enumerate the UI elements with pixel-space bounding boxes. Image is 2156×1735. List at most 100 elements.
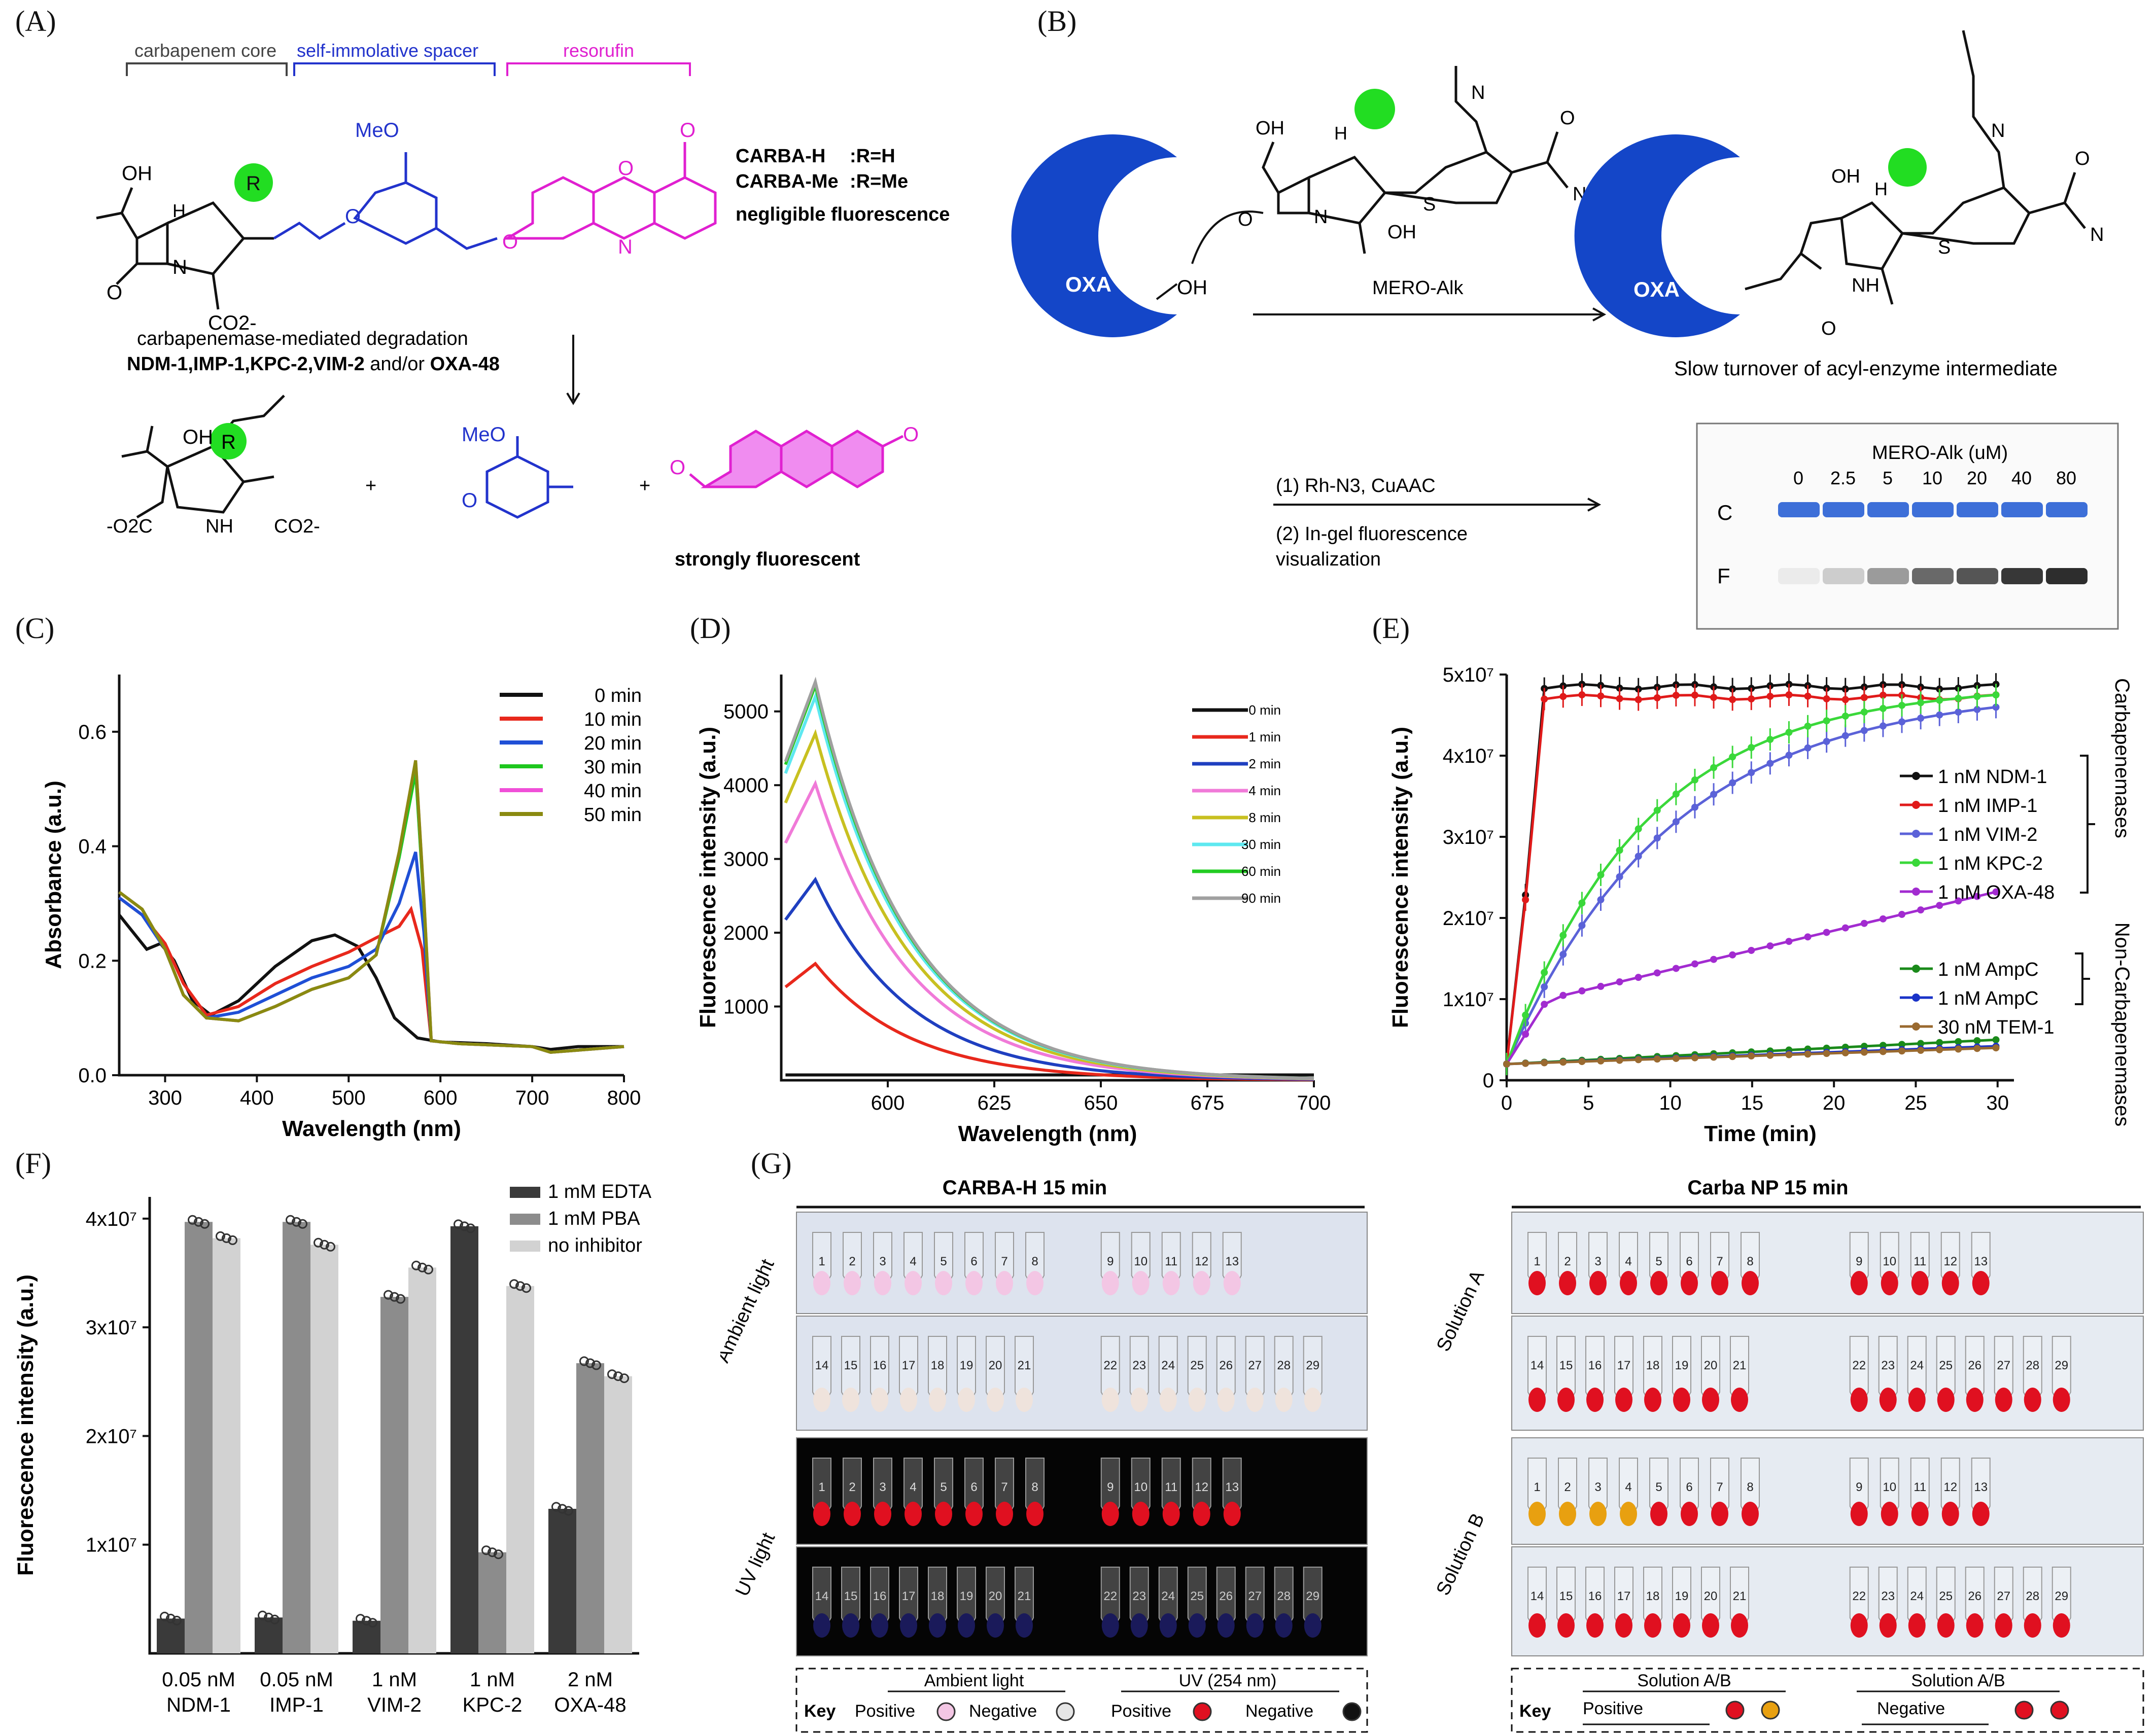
x-tick-label: 15 — [1741, 1092, 1764, 1114]
gel-band-coomassie — [1823, 502, 1864, 517]
tube-number: 11 — [1914, 1255, 1926, 1268]
tube-fill — [1711, 1502, 1728, 1526]
acyl-n-ring: N — [1991, 120, 2005, 141]
gel-band-fluorescence — [2046, 568, 2088, 584]
data-point — [1841, 924, 1849, 932]
atom-ketone-o: O — [680, 119, 696, 141]
tube-fill — [1908, 1388, 1926, 1412]
tube-fill — [1972, 1502, 1990, 1526]
data-point — [1766, 1051, 1774, 1059]
legend-label: no inhibitor — [548, 1235, 642, 1256]
tube-number: 7 — [1716, 1480, 1723, 1494]
category-label-enzyme: NDM-1 — [166, 1694, 231, 1716]
data-point — [1710, 1053, 1718, 1061]
gel-band-coomassie — [2046, 502, 2088, 517]
tube-fill — [1223, 1271, 1241, 1295]
tube-number: 26 — [1968, 1359, 1981, 1372]
brace-carbapenemases — [2080, 755, 2095, 894]
tube-fill — [1911, 1502, 1929, 1526]
data-point — [1522, 1031, 1529, 1038]
replicate-point — [551, 1502, 561, 1512]
tube-number: 8 — [1747, 1255, 1753, 1268]
gel-band-fluorescence — [2001, 568, 2043, 584]
legend-label: 60 min — [1241, 864, 1281, 879]
legend-marker — [1912, 859, 1920, 867]
data-point — [1710, 764, 1718, 771]
tube-number: 23 — [1132, 1589, 1146, 1603]
data-point — [1992, 1036, 2000, 1044]
data-point — [1578, 987, 1586, 995]
data-point — [1653, 1055, 1661, 1063]
tube-number: 3 — [1594, 1480, 1601, 1494]
tube-number: 21 — [1733, 1359, 1747, 1372]
tube-number: 9 — [1856, 1480, 1862, 1494]
tube-number: 12 — [1943, 1255, 1957, 1268]
category-label-conc: 1 nM — [372, 1669, 417, 1691]
acyl-caption: Slow turnover of acyl-enzyme intermediat… — [1674, 358, 2058, 380]
tube-number: 29 — [1306, 1359, 1319, 1372]
data-point — [1936, 696, 1943, 704]
tube-fill — [1132, 1502, 1150, 1526]
replicate-point — [411, 1260, 421, 1270]
legend-label: 1 mM EDTA — [548, 1181, 652, 1202]
tube-number: 20 — [1704, 1359, 1718, 1372]
y-axis-title: Fluorescence intensity (a.u.) — [696, 727, 720, 1028]
panel-g-tubes: CARBA-H 15 min Carba NP 15 min Ambient l… — [720, 1177, 2144, 1733]
data-point — [1635, 974, 1642, 981]
data-point — [1955, 1045, 1962, 1053]
tube-number: 2 — [1564, 1255, 1571, 1268]
panel-f-label: (F) — [15, 1147, 51, 1180]
bracket-label-resorufin: resorufin — [563, 40, 634, 61]
data-point — [1973, 1037, 1981, 1044]
data-point — [1748, 744, 1755, 752]
tube-fill — [1304, 1388, 1322, 1412]
category-label-enzyme: OXA-48 — [554, 1694, 626, 1716]
data-point — [1748, 769, 1755, 776]
series-line-1 — [118, 896, 624, 1054]
x-tick-label: 500 — [332, 1087, 366, 1109]
brace-label-carbapenemases: Carbapenemases — [2111, 678, 2133, 838]
tube-fill — [1223, 1502, 1241, 1526]
tube-number: 17 — [902, 1589, 916, 1603]
chart-c-absorbance: 300 400 500 600 700 800 0.0 0.2 0.4 0.6 Wavelength… — [41, 675, 642, 1141]
data-point — [1973, 705, 1981, 713]
tube-number: 23 — [1881, 1359, 1895, 1372]
data-point — [1823, 695, 1830, 702]
g-key-ambient: Ambient light — [924, 1671, 1024, 1690]
replicate-point — [258, 1610, 267, 1620]
gel-row-f: F — [1717, 564, 1730, 588]
acyl-oh: OH — [1831, 166, 1860, 187]
tube-number: 28 — [2026, 1359, 2039, 1372]
data-point — [1766, 760, 1774, 767]
tube-fill — [1731, 1388, 1748, 1412]
g-left-title: CARBA-H 15 min — [943, 1177, 1107, 1199]
tube-number: 17 — [902, 1359, 916, 1372]
data-point — [1541, 969, 1548, 976]
x-tick-label: 600 — [424, 1087, 458, 1109]
product-resorufin — [689, 430, 904, 488]
kinetic-line-4 — [1505, 891, 1997, 1065]
data-point — [1879, 691, 1887, 699]
replicate-point — [515, 1281, 525, 1291]
data-point — [1841, 712, 1849, 720]
bar — [310, 1245, 338, 1653]
tube-fill — [874, 1502, 891, 1526]
data-point — [1804, 933, 1812, 941]
tube-number: 9 — [1856, 1255, 1862, 1268]
tube-number: 22 — [1852, 1359, 1866, 1372]
g-key-red-dot-neg2 — [2050, 1701, 2069, 1720]
product-carbapenem — [121, 395, 285, 519]
tube-fill — [874, 1271, 891, 1295]
data-point — [1616, 1056, 1623, 1064]
tube-number: 5 — [940, 1480, 947, 1494]
tube-number: 26 — [1968, 1589, 1981, 1603]
tube-fill — [987, 1388, 1004, 1412]
negligible-fluorescence: negligible fluorescence — [736, 204, 950, 225]
x-tick-label: 20 — [1823, 1092, 1846, 1114]
tube-number: 1 — [1534, 1480, 1540, 1494]
data-point — [1955, 694, 1962, 702]
x-tick-label: 800 — [607, 1087, 641, 1109]
atom-co2: CO2- — [208, 312, 257, 334]
tube-fill — [813, 1388, 830, 1412]
panel-a-label: (A) — [15, 5, 56, 38]
